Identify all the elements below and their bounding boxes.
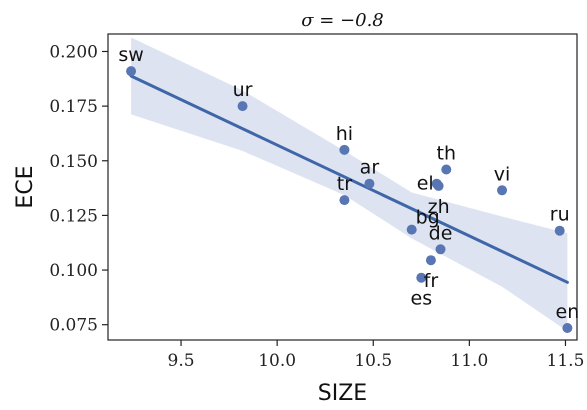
- x-axis-label: SIZE: [318, 381, 367, 406]
- data-point-tr: [339, 195, 350, 206]
- point-label-es: es: [411, 288, 433, 310]
- point-label-tr: tr: [337, 173, 352, 195]
- point-label-bg: bg: [416, 207, 440, 229]
- regression-line: [129, 74, 569, 284]
- chart-title: σ = −0.8: [301, 10, 384, 31]
- y-tick-label: 0.075: [49, 316, 98, 336]
- plot-frame: [107, 33, 578, 341]
- y-tick-label: 0.150: [49, 152, 98, 172]
- x-tick-label: 11.5: [547, 351, 585, 371]
- point-label-en: en: [556, 301, 580, 323]
- y-tick-label: 0.200: [49, 42, 98, 62]
- point-label-fr: fr: [424, 270, 439, 292]
- data-point-vi: [497, 185, 508, 196]
- data-point-zh: [433, 180, 444, 191]
- point-label-el: el: [417, 173, 434, 195]
- data-point-fr: [425, 255, 436, 266]
- data-point-en: [562, 322, 573, 333]
- data-point-bg: [406, 224, 417, 235]
- x-tick-label: 10.0: [258, 351, 296, 371]
- data-point-hi: [339, 144, 350, 155]
- data-point-de: [435, 244, 446, 255]
- confidence-band: [131, 37, 568, 332]
- data-point-layer: [126, 66, 573, 333]
- point-label-de: de: [429, 222, 453, 244]
- x-tick-label: 11.0: [450, 351, 488, 371]
- confidence-band-layer: [131, 37, 568, 332]
- x-tick-layer: 9.5 10.0 10.5 11.0 11.5: [168, 340, 585, 371]
- x-tick-label: 9.5: [168, 351, 195, 371]
- point-label-hi: hi: [336, 123, 353, 145]
- y-tick-label: 0.125: [49, 206, 98, 226]
- data-point-sw: [126, 66, 137, 77]
- data-point-ru: [554, 225, 565, 236]
- x-tick-label: 10.5: [354, 351, 392, 371]
- point-label-ur: ur: [233, 79, 253, 101]
- data-point-ur: [237, 101, 248, 112]
- regression-line-layer: [129, 74, 569, 284]
- data-point-th: [441, 164, 452, 175]
- point-label-ru: ru: [550, 204, 570, 226]
- point-label-sw: sw: [118, 44, 143, 66]
- y-tick-label: 0.175: [49, 97, 98, 117]
- y-tick-label: 0.100: [49, 261, 98, 281]
- y-tick-layer: 0.075 0.100 0.125 0.150 0.175 0.200: [49, 42, 108, 336]
- point-label-ar: ar: [360, 157, 380, 179]
- point-label-th: th: [437, 143, 457, 165]
- y-axis-label: ECE: [13, 165, 38, 208]
- point-label-zh: zh: [428, 196, 450, 218]
- data-point-es: [416, 272, 427, 283]
- data-point-ar: [364, 178, 375, 189]
- point-label-vi: vi: [494, 163, 511, 185]
